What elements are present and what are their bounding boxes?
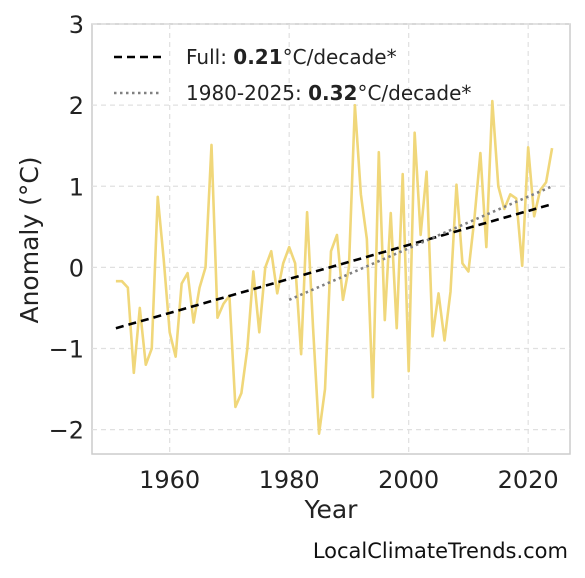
legend-full-label: Full:: [186, 45, 233, 69]
y-axis-ticks: −2 −1 0 1 2 3: [49, 11, 84, 445]
x-tick-label: 1980: [259, 466, 320, 494]
plot-area: [91, 23, 571, 455]
legend-recent-label: 1980-2025:: [186, 81, 308, 105]
anomaly-series-line: [115, 99, 554, 436]
legend-full-value: 0.21: [233, 45, 282, 69]
x-tick-label: 2000: [378, 466, 439, 494]
legend-full-unit: °C/decade*: [283, 45, 397, 69]
x-tick-label: 2020: [498, 466, 559, 494]
y-tick-label: 3: [69, 11, 84, 39]
x-tick-label: 1960: [139, 466, 200, 494]
legend: Full: 0.21°C/decade* 1980-2025: 0.32°C/d…: [114, 45, 471, 105]
y-tick-label: −1: [49, 336, 84, 364]
x-axis-ticks: 1960 1980 2000 2020: [139, 466, 559, 494]
trend-layer: [115, 185, 553, 330]
legend-recent-value: 0.32: [308, 81, 357, 105]
legend-entry-recent: 1980-2025: 0.32°C/decade*: [186, 81, 471, 105]
y-tick-label: 0: [69, 254, 84, 282]
watermark: LocalClimateTrends.com: [313, 539, 568, 563]
legend-recent-unit: °C/decade*: [357, 81, 471, 105]
x-axis-label: Year: [304, 495, 359, 524]
y-tick-label: 2: [69, 92, 84, 120]
y-axis-label: Anomaly (°C): [15, 156, 44, 323]
trend-line-full: [115, 202, 553, 330]
series-layer: [115, 99, 554, 436]
y-tick-label: −2: [49, 417, 84, 445]
y-tick-label: 1: [69, 173, 84, 201]
legend-entry-full: Full: 0.21°C/decade*: [186, 45, 397, 69]
